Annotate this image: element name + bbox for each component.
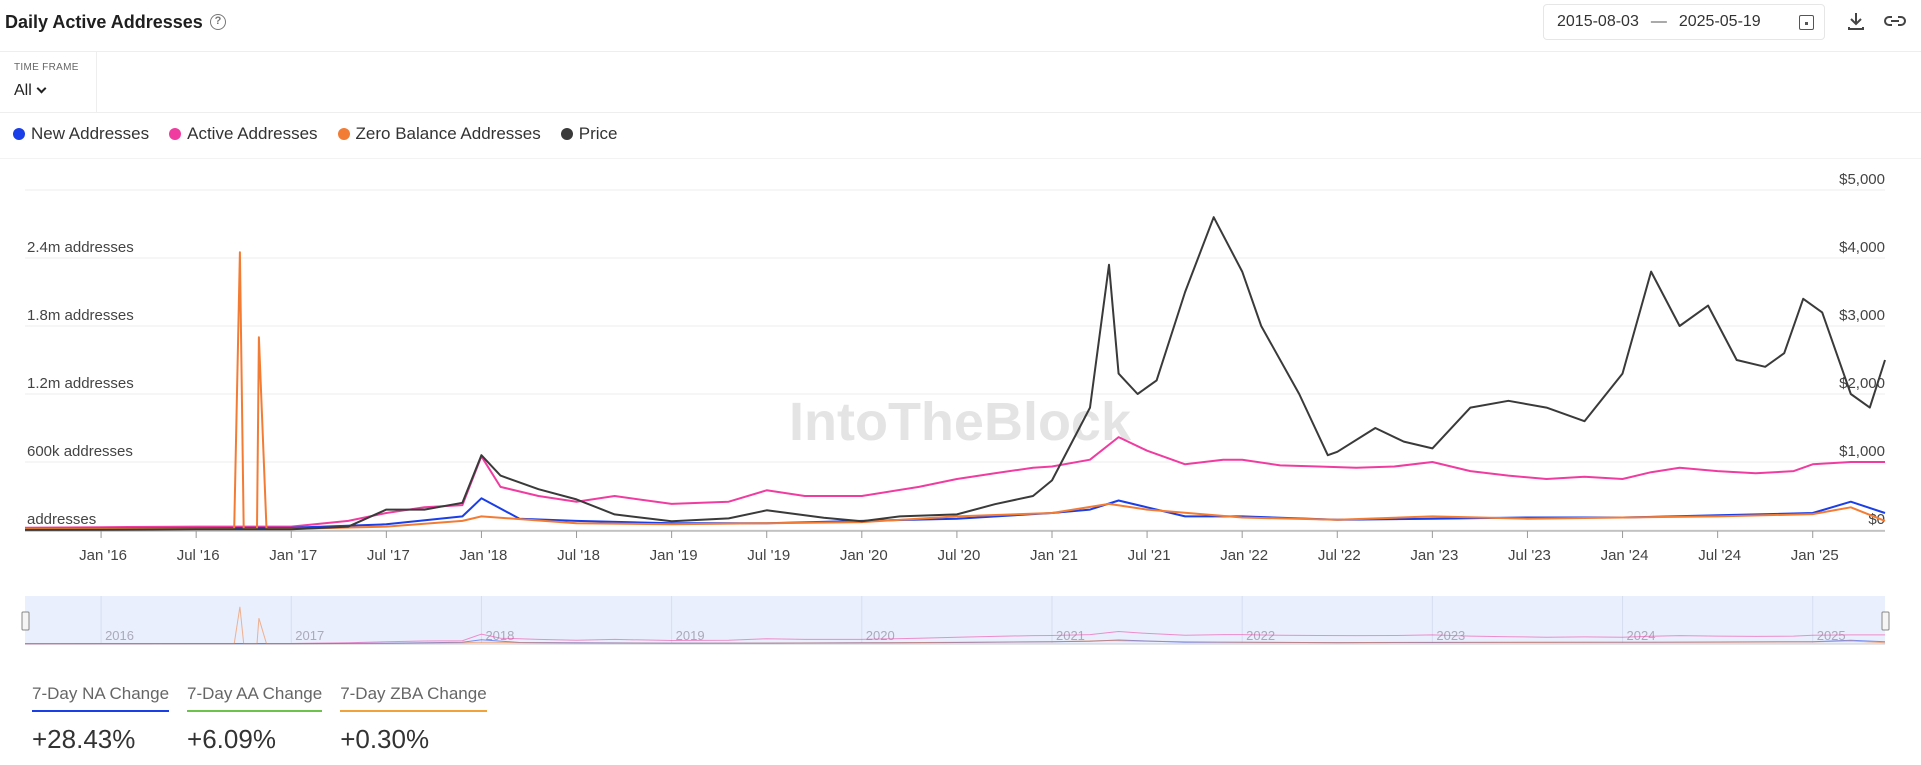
legend-item-new-addresses[interactable]: New Addresses [13, 124, 149, 144]
x-tick-label: Jan '25 [1791, 547, 1839, 564]
x-tick-label: Jul '20 [937, 547, 980, 564]
x-tick-label: Jan '19 [650, 547, 698, 564]
x-tick-label: Jan '18 [459, 547, 507, 564]
chevron-down-icon[interactable] [36, 83, 47, 94]
y-right-tick-label: $2,000 [1839, 375, 1885, 392]
legend-dot [560, 128, 573, 140]
y-right-tick-label: $5,000 [1839, 171, 1885, 188]
y-right-tick-label: $4,000 [1839, 239, 1885, 256]
navigator-year-label: 2020 [866, 628, 895, 643]
date-separator: — [1650, 13, 1667, 30]
y-right-tick-label: $1,000 [1839, 443, 1885, 460]
legend: New Addresses Active Addresses Zero Bala… [13, 124, 637, 144]
date-end[interactable]: 2025-05-19 [1678, 13, 1761, 30]
download-icon[interactable] [1845, 10, 1867, 32]
y-left-tick-label: 1.2m addresses [27, 375, 134, 392]
timeframe-value[interactable]: All [14, 82, 32, 99]
legend-label: Zero Balance Addresses [355, 124, 541, 143]
navigator-year-label: 2017 [295, 628, 324, 643]
legend-label: Active Addresses [187, 124, 318, 143]
navigator-year-label: 2016 [105, 628, 134, 643]
x-tick-label: Jan '17 [269, 547, 317, 564]
x-tick-label: Jul '17 [367, 547, 410, 564]
stats-row: 7-Day NA Change +28.43% 7-Day AA Change … [32, 684, 505, 755]
calendar-icon[interactable] [1799, 15, 1814, 30]
stat-label: 7-Day AA Change [187, 684, 323, 712]
stat-na-change: 7-Day NA Change +28.43% [32, 684, 170, 755]
y-left-tick-label: 2.4m addresses [27, 239, 134, 256]
stat-value: +0.30% [340, 724, 430, 754]
date-range-picker[interactable]: 2015-08-03 — 2025-05-19 [1543, 4, 1825, 40]
x-tick-label: Jan '16 [79, 547, 127, 564]
divider [0, 158, 1921, 159]
stat-zba-change: 7-Day ZBA Change +0.30% [340, 684, 487, 755]
series-line-price [24, 216, 1886, 531]
timeframe-label: TIME FRAME [14, 62, 79, 73]
stat-label: 7-Day ZBA Change [340, 684, 487, 712]
x-tick-label: Jul '16 [177, 547, 220, 564]
link-icon[interactable] [1883, 10, 1907, 32]
chart[interactable]: IntoTheBlock addresses 600k addresses 1.2m … [0, 170, 1921, 650]
legend-item-zero-balance-addresses[interactable]: Zero Balance Addresses [337, 124, 541, 144]
x-tick-label: Jan '24 [1601, 547, 1649, 564]
timeframe-dropdown[interactable]: All [14, 82, 47, 100]
y-left-tick-label: addresses [27, 511, 96, 528]
navigator-series [24, 630, 1885, 645]
navigator-series [25, 606, 1886, 645]
navigator-year-label: 2019 [676, 628, 705, 643]
navigator-year-label: 2024 [1627, 628, 1656, 643]
x-tick-label: Jul '18 [557, 547, 600, 564]
page-title: Daily Active Addresses [5, 12, 203, 32]
legend-dot [169, 128, 182, 140]
x-tick-label: Jul '22 [1318, 547, 1361, 564]
legend-dot [337, 128, 350, 140]
date-start[interactable]: 2015-08-03 [1557, 13, 1639, 30]
navigator-handle[interactable] [1881, 611, 1890, 631]
legend-label: Price [578, 124, 618, 143]
legend-item-active-addresses[interactable]: Active Addresses [169, 124, 318, 144]
x-tick-label: Jan '22 [1220, 547, 1268, 564]
legend-label: New Addresses [31, 124, 150, 143]
question-circle-icon[interactable]: ? [210, 14, 226, 30]
divider [0, 112, 1921, 113]
watermark: IntoTheBlock [789, 392, 1132, 452]
y-right-tick-label: $3,000 [1839, 307, 1885, 324]
x-tick-label: Jul '23 [1508, 547, 1551, 564]
x-tick-label: Jul '19 [747, 547, 790, 564]
navigator-year-label: 2022 [1246, 628, 1275, 643]
legend-dot [13, 128, 25, 140]
x-tick-label: Jan '23 [1410, 547, 1458, 564]
header: Daily Active Addresses ? 2015-08-03 — 20… [0, 0, 1921, 52]
navigator-area [25, 596, 1885, 644]
x-tick-label: Jan '20 [840, 547, 888, 564]
x-tick-label: Jan '21 [1030, 547, 1078, 564]
navigator-year-label: 2018 [485, 628, 514, 643]
legend-item-price[interactable]: Price [560, 124, 618, 144]
stat-value: +6.09% [187, 724, 276, 754]
navigator-handle[interactable] [21, 611, 30, 631]
stat-label: 7-Day NA Change [32, 684, 170, 712]
stat-value: +28.43% [32, 724, 136, 754]
series-line-zero-balance-addresses [25, 251, 1886, 530]
y-left-tick-label: 1.8m addresses [27, 307, 134, 324]
x-tick-label: Jul '24 [1698, 547, 1741, 564]
timeframe-selector[interactable]: TIME FRAME All [0, 52, 97, 112]
x-tick-label: Jul '21 [1128, 547, 1171, 564]
stat-aa-change: 7-Day AA Change +6.09% [187, 684, 323, 755]
y-left-tick-label: 600k addresses [27, 443, 133, 460]
